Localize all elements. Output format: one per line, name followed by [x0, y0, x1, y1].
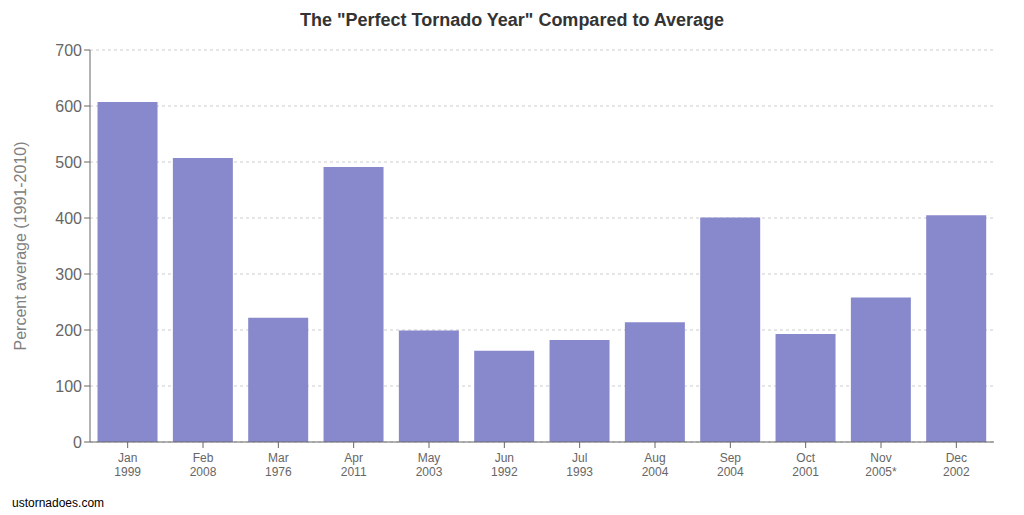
html-text:ustornadoes.com: ustornadoes.com [12, 496, 105, 510]
svg-text:Dec2002: Dec2002 [943, 451, 970, 479]
svg-text:Feb2008: Feb2008 [190, 451, 217, 479]
svg-text:100: 100 [55, 378, 82, 395]
svg-text:Jan1999: Jan1999 [114, 451, 141, 479]
svg-text:300: 300 [55, 266, 82, 283]
svg-text:700: 700 [55, 42, 82, 59]
svg-text:0: 0 [73, 434, 82, 451]
html-text:The "Perfect Tornado Year" Com: The "Perfect Tornado Year" Compared to A… [299, 10, 725, 30]
svg-text:Aug2004: Aug2004 [642, 451, 669, 479]
svg-text:500: 500 [55, 154, 82, 171]
svg-text:Mar1976: Mar1976 [265, 451, 292, 479]
svg-text:Percent average (1991-2010): Percent average (1991-2010) [12, 141, 29, 350]
svg-text:200: 200 [55, 322, 82, 339]
svg-text:Nov2005*: Nov2005* [865, 451, 897, 479]
svg-text:Apr2011: Apr2011 [341, 451, 367, 479]
svg-text:Jun1992: Jun1992 [491, 451, 518, 479]
svg-text:Sep2004: Sep2004 [717, 451, 744, 479]
svg-text:Jul1993: Jul1993 [566, 451, 593, 479]
svg-text:400: 400 [55, 210, 82, 227]
svg-text:600: 600 [55, 98, 82, 115]
svg-text:May2003: May2003 [416, 451, 443, 479]
svg-text:Oct2001: Oct2001 [792, 451, 819, 479]
